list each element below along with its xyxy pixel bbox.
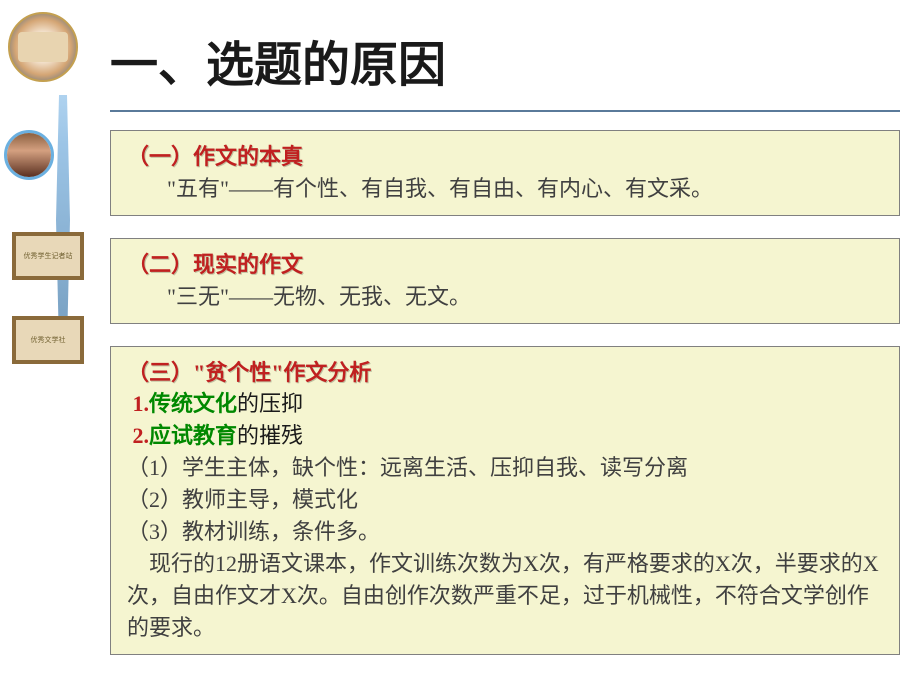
s3-i1-num: 1. <box>133 391 150 416</box>
s1-dash: —— <box>229 176 273 201</box>
plaque-2: 优秀文学社 <box>12 316 84 364</box>
section-2-box: （二）现实的作文 "三无"——无物、无我、无文。 <box>110 238 900 324</box>
logo-inner <box>18 32 68 62</box>
section-3-item2: 2.应试教育的摧残 <box>127 420 883 452</box>
s3-i2-num: 2. <box>133 423 150 448</box>
section-3-sub1: （1）学生主体，缺个性：远离生活、压抑自我、读写分离 <box>127 452 883 484</box>
s1-prefix: "五有" <box>167 176 229 201</box>
school-logo <box>8 12 78 82</box>
s3-i2-green: 应试教育 <box>149 423 237 448</box>
slide-title: 一、选题的原因 <box>110 0 900 112</box>
plaque-1: 优秀学生记者站 <box>12 232 84 280</box>
section-1-box: （一）作文的本真 "五有"——有个性、有自我、有自由、有内心、有文采。 <box>110 130 900 216</box>
s3-i1-green: 传统文化 <box>149 391 237 416</box>
section-2-heading: （二）现实的作文 <box>127 249 883 281</box>
photo-content <box>7 133 51 177</box>
section-2-body: "三无"——无物、无我、无文。 <box>127 281 883 313</box>
section-3-para: 现行的12册语文课本，作文训练次数为X次，有严格要求的X次，半要求的X次，自由作… <box>127 548 883 644</box>
section-1-heading: （一）作文的本真 <box>127 141 883 173</box>
s3-i2-rest: 的摧残 <box>237 423 303 448</box>
section-3-box: （三）"贫个性"作文分析 1.传统文化的压抑 2.应试教育的摧残 （1）学生主体… <box>110 346 900 655</box>
s3-i1-rest: 的压抑 <box>237 391 303 416</box>
section-3-heading: （三）"贫个性"作文分析 <box>127 357 883 389</box>
main-content: 一、选题的原因 （一）作文的本真 "五有"——有个性、有自我、有自由、有内心、有… <box>110 0 910 655</box>
plaque-2-text: 优秀文学社 <box>16 320 80 360</box>
section-3-sub2: （2）教师主导，模式化 <box>127 484 883 516</box>
section-1-body: "五有"——有个性、有自我、有自由、有内心、有文采。 <box>127 173 883 205</box>
sidebar: 优秀学生记者站 优秀文学社 <box>0 0 95 690</box>
presenter-photo <box>4 130 54 180</box>
s1-rest: 有个性、有自我、有自由、有内心、有文采。 <box>273 176 713 201</box>
s2-dash: —— <box>229 284 273 309</box>
sidebar-decoration <box>53 95 73 345</box>
s2-prefix: "三无" <box>167 284 229 309</box>
section-3-item1: 1.传统文化的压抑 <box>127 388 883 420</box>
section-3-sub3: （3）教材训练，条件多。 <box>127 516 883 548</box>
plaque-1-text: 优秀学生记者站 <box>16 236 80 276</box>
s2-rest: 无物、无我、无文。 <box>273 284 471 309</box>
